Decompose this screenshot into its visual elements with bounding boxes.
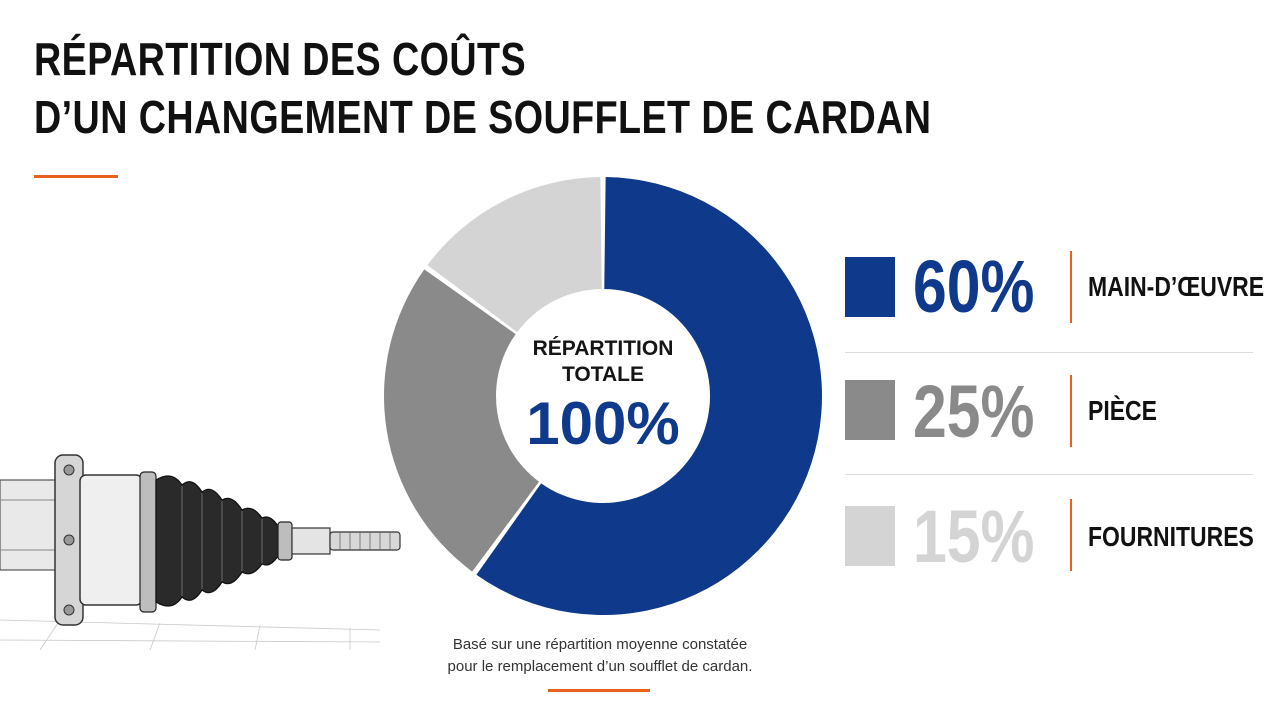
legend-separator xyxy=(1070,375,1072,447)
legend-name-part: PIÈCE xyxy=(1088,395,1157,426)
legend-swatch-supplies xyxy=(845,506,895,566)
legend-item-supplies: 15% FOURNITURES xyxy=(845,474,1255,596)
legend-name-supplies: FOURNITURES xyxy=(1088,521,1254,552)
footnote-line-1: Basé sur une répartition moyenne constat… xyxy=(452,636,748,653)
legend-name-labor: MAIN-D’ŒUVRE xyxy=(1088,271,1265,302)
legend-divider xyxy=(845,352,1253,353)
legend-item-labor: 60% MAIN-D’ŒUVRE xyxy=(845,230,1264,352)
center-total-value: 100% xyxy=(526,390,679,457)
donut-slice-supplies xyxy=(427,177,602,333)
donut-slice-part xyxy=(384,269,540,572)
footnote-line-2: pour le remplacement d’un soufflet de ca… xyxy=(447,658,753,675)
chart-footnote: Basé sur une répartition moyenne constat… xyxy=(400,634,800,678)
donut-slice-labor xyxy=(476,177,823,616)
legend-pct-supplies: 15% xyxy=(913,495,1035,578)
center-label-line-2: TOTALE xyxy=(562,363,644,386)
legend-swatch-labor xyxy=(845,257,895,317)
legend-pct-part: 25% xyxy=(913,370,1035,453)
title-accent-rule xyxy=(34,175,118,178)
title-line-1: RÉPARTITION DES COÛTS xyxy=(34,33,527,85)
legend-divider xyxy=(845,474,1253,475)
center-label-line-1: RÉPARTITION xyxy=(533,337,674,360)
legend-pct-labor: 60% xyxy=(913,245,1035,328)
footnote-accent-rule xyxy=(548,689,650,692)
page-title: RÉPARTITION DES COÛTS D’UN CHANGEMENT DE… xyxy=(34,30,931,146)
legend-item-part: 25% PIÈCE xyxy=(845,352,1255,474)
legend-separator xyxy=(1070,251,1072,323)
cv-joint-boot-illustration xyxy=(0,454,401,650)
legend-swatch-part xyxy=(845,380,895,440)
title-line-2: D’UN CHANGEMENT DE SOUFFLET DE CARDAN xyxy=(34,91,932,143)
legend-separator xyxy=(1070,499,1072,571)
